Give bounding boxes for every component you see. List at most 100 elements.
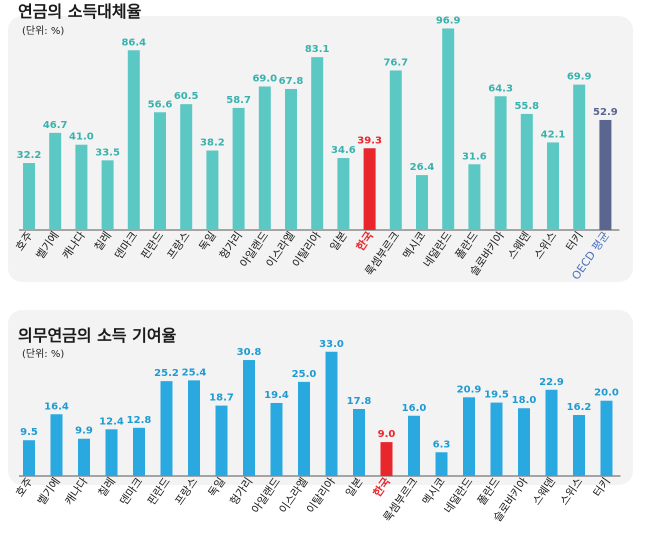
value-label-벨기에: 16.4	[44, 401, 69, 412]
bar-프랑스	[180, 104, 193, 230]
chart1-unit-note: (단위: %)	[22, 26, 65, 37]
bar-슬로바키아	[518, 408, 530, 476]
bar-캐나다	[75, 144, 88, 230]
value-label-캐나다: 41.0	[69, 132, 94, 143]
value-label-한국: 9.0	[378, 429, 396, 440]
bar-벨기에	[50, 414, 63, 476]
replacement-rate-chart: 32.2호주46.7벨기에41.0캐나다33.5칠레86.4덴마크56.6핀란드…	[13, 15, 620, 282]
category-label-이탈리아: 이탈리아	[304, 475, 338, 516]
value-label-룩셈부르크: 76.7	[383, 57, 408, 68]
category-label-스웨덴: 스웨덴	[530, 475, 558, 507]
value-label-OECD 평균: 52.9	[593, 107, 618, 118]
value-label-덴마크: 12.8	[127, 415, 152, 426]
bar-일본	[337, 158, 350, 230]
category-label-덴마크: 덴마크	[117, 475, 145, 507]
category-label-터키: 터키	[591, 475, 613, 499]
category-label-칠레: 칠레	[96, 475, 118, 499]
value-label-이스라엘: 67.8	[279, 76, 304, 87]
value-label-터키: 20.0	[594, 388, 619, 399]
value-label-이스라엘: 25.0	[292, 369, 317, 380]
bar-스웨덴	[545, 389, 558, 476]
bar-멕시코	[416, 175, 428, 230]
bar-스위스	[547, 142, 559, 230]
value-label-일본: 17.8	[347, 396, 372, 407]
bar-룩셈부르크	[389, 70, 402, 231]
chart1-title: 연금의 소득대체율	[18, 2, 142, 21]
category-label-프랑스: 프랑스	[172, 475, 200, 507]
value-label-핀란드: 25.2	[154, 368, 179, 379]
bar-아일랜드	[270, 402, 283, 476]
bar-스웨덴	[520, 113, 533, 230]
value-label-이탈리아: 33.0	[319, 339, 344, 350]
value-label-한국: 39.3	[357, 135, 382, 146]
value-label-네덜란드: 96.9	[436, 15, 461, 26]
bar-이탈리아	[325, 351, 338, 476]
bar-한국	[363, 148, 376, 230]
value-label-스웨덴: 22.9	[539, 377, 564, 388]
value-label-독일: 38.2	[200, 138, 225, 149]
bar-핀란드	[154, 112, 166, 230]
category-label-네덜란드: 네덜란드	[442, 475, 476, 516]
bar-칠레	[105, 429, 118, 476]
bar-호주	[23, 440, 35, 476]
chart2-title: 의무연금의 소득 기여율	[18, 326, 177, 345]
bar-이스라엘	[298, 381, 310, 476]
value-label-헝가리: 30.8	[237, 347, 262, 358]
value-label-덴마크: 86.4	[121, 37, 146, 48]
value-label-네덜란드: 20.9	[457, 384, 482, 395]
bar-폴란드	[490, 402, 503, 476]
bar-한국	[380, 442, 393, 476]
value-label-아일랜드: 19.4	[264, 390, 289, 401]
bar-이탈리아	[311, 57, 324, 230]
bar-이스라엘	[285, 88, 297, 230]
bar-독일	[206, 150, 219, 230]
value-label-호주: 9.5	[20, 427, 38, 438]
value-label-멕시코: 6.3	[433, 439, 451, 450]
value-label-폴란드: 31.6	[462, 151, 487, 162]
bar-헝가리	[232, 107, 245, 230]
category-label-호주: 호주	[13, 475, 35, 499]
bar-덴마크	[127, 50, 140, 231]
value-label-헝가리: 58.7	[226, 95, 251, 106]
value-label-스위스: 16.2	[567, 402, 592, 413]
bar-아일랜드	[258, 86, 271, 230]
value-label-멕시코: 26.4	[410, 162, 435, 173]
category-label-스위스: 스위스	[557, 475, 585, 507]
bar-독일	[215, 405, 228, 476]
bar-호주	[23, 163, 35, 230]
category-label-폴란드: 폴란드	[475, 475, 503, 507]
category-label-한국: 한국	[370, 475, 393, 500]
chart2-unit-note: (단위: %)	[22, 349, 65, 360]
value-label-캐나다: 9.9	[75, 426, 93, 437]
bar-핀란드	[160, 381, 173, 476]
category-label-일본: 일본	[342, 475, 365, 500]
bar-캐나다	[78, 438, 90, 476]
bar-터키	[600, 400, 613, 476]
category-label-헝가리: 헝가리	[227, 475, 255, 507]
value-label-이탈리아: 83.1	[305, 44, 330, 55]
value-label-슬로바키아: 18.0	[512, 395, 537, 406]
category-label-벨기에: 벨기에	[35, 475, 63, 507]
value-label-독일: 18.7	[209, 393, 234, 404]
bar-헝가리	[243, 360, 255, 476]
category-label-핀란드: 핀란드	[145, 475, 173, 507]
value-label-아일랜드: 69.0	[252, 73, 277, 84]
bar-멕시코	[435, 452, 448, 476]
bar-칠레	[101, 160, 114, 230]
value-label-호주: 32.2	[17, 150, 42, 161]
value-label-벨기에: 46.7	[43, 120, 68, 131]
value-label-스위스: 42.1	[541, 129, 566, 140]
bar-폴란드	[468, 164, 481, 230]
bar-슬로바키아	[494, 96, 507, 230]
bar-덴마크	[133, 427, 145, 476]
value-label-폴란드: 19.5	[484, 390, 509, 401]
category-label-캐나다: 캐나다	[62, 475, 90, 507]
bar-네덜란드	[463, 397, 475, 476]
value-label-룩셈부르크: 16.0	[402, 403, 427, 414]
value-label-칠레: 33.5	[95, 147, 120, 158]
bar-프랑스	[188, 380, 200, 476]
category-label-멕시코: 멕시코	[420, 475, 448, 507]
value-label-스웨덴: 55.8	[514, 101, 539, 112]
value-label-프랑스: 25.4	[182, 367, 207, 378]
